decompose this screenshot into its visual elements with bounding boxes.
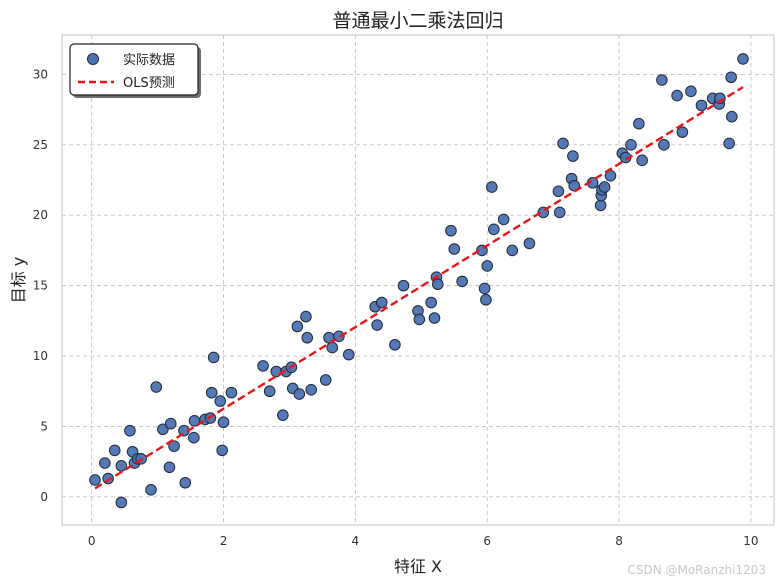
data-point <box>456 275 468 288</box>
data-point <box>397 279 410 292</box>
y-tick-label: 10 <box>33 349 48 363</box>
data-point <box>389 338 401 351</box>
x-tick-label: 0 <box>88 534 96 548</box>
data-point <box>557 137 569 150</box>
grid-lines <box>62 35 774 525</box>
watermark: CSDN @MoRanzhi1203 <box>627 563 766 577</box>
data-point <box>567 150 579 162</box>
data-point <box>671 89 683 102</box>
data-point <box>636 154 648 167</box>
data-point <box>305 384 318 396</box>
data-point <box>205 386 218 399</box>
data-point <box>726 110 738 123</box>
data-point <box>164 417 177 430</box>
data-point <box>481 260 494 272</box>
x-tick-label: 2 <box>220 534 228 548</box>
regression-line-group <box>94 86 744 490</box>
data-point <box>598 181 611 193</box>
axes-frame <box>61 34 775 526</box>
data-point <box>225 386 238 399</box>
y-axis-label: 目标 y <box>9 257 28 304</box>
data-point <box>99 457 111 469</box>
data-point <box>301 331 314 344</box>
data-point <box>723 137 735 150</box>
data-point <box>188 431 200 444</box>
legend-label-actual: 实际数据 <box>123 53 175 68</box>
data-point <box>656 74 668 86</box>
data-point <box>497 213 510 226</box>
data-point <box>293 388 306 400</box>
data-point <box>676 126 689 138</box>
data-point <box>737 53 749 65</box>
x-axis-label: 特征 X <box>394 557 442 576</box>
data-point <box>425 296 437 309</box>
data-point <box>291 320 304 333</box>
data-point <box>168 440 180 452</box>
data-point <box>150 381 163 393</box>
data-point <box>448 243 461 255</box>
data-point <box>207 351 220 364</box>
y-tick-label: 20 <box>33 208 48 222</box>
data-point <box>506 244 519 257</box>
plot-border <box>61 34 775 526</box>
data-point <box>445 224 457 237</box>
y-axis-ticks: 0 5 10 15 20 25 30 <box>33 67 48 503</box>
data-point <box>214 395 227 407</box>
data-point <box>486 181 498 193</box>
data-point <box>115 460 128 472</box>
data-point <box>488 223 500 236</box>
data-point <box>217 416 230 429</box>
chart-title: 普通最小二乘法回归 <box>332 10 503 32</box>
data-point <box>375 296 388 309</box>
data-point <box>108 444 121 457</box>
data-point <box>633 117 645 130</box>
y-tick-label: 25 <box>33 138 48 152</box>
y-tick-label: 15 <box>33 279 48 293</box>
data-point <box>413 313 426 326</box>
data-point <box>257 360 269 372</box>
x-tick-label: 6 <box>483 534 491 548</box>
legend-marker-actual <box>87 53 99 65</box>
data-point <box>594 199 607 212</box>
data-point <box>179 476 192 489</box>
data-point <box>480 293 492 306</box>
data-point <box>300 310 312 323</box>
data-point <box>326 341 339 354</box>
data-point <box>277 409 289 421</box>
data-point <box>216 444 228 457</box>
data-point <box>431 278 444 291</box>
data-point <box>553 206 566 219</box>
data-point <box>163 461 176 474</box>
y-tick-label: 30 <box>33 67 48 81</box>
data-point <box>552 185 565 198</box>
data-point <box>342 348 355 361</box>
y-tick-label: 0 <box>40 490 48 504</box>
data-point <box>371 319 383 331</box>
data-point <box>263 385 276 398</box>
data-points <box>89 53 749 509</box>
data-point <box>478 282 491 295</box>
data-point <box>658 139 670 151</box>
data-point <box>319 374 332 386</box>
legend: 实际数据 OLS预测 <box>69 43 201 98</box>
data-point <box>523 237 536 250</box>
data-point <box>124 424 136 437</box>
data-point <box>145 483 157 496</box>
ols-regression-line <box>94 86 744 490</box>
x-tick-label: 10 <box>743 534 758 548</box>
data-point <box>157 423 169 436</box>
x-tick-label: 8 <box>615 534 623 548</box>
data-point <box>725 71 737 84</box>
legend-label-ols: OLS预测 <box>123 76 175 91</box>
data-point <box>428 312 441 324</box>
data-point <box>115 496 128 509</box>
data-point <box>695 99 708 112</box>
x-tick-label: 4 <box>352 534 360 548</box>
x-axis-ticks: 0 2 4 6 8 10 <box>88 534 759 548</box>
data-point <box>685 85 697 98</box>
data-point <box>625 139 637 151</box>
y-tick-label: 5 <box>40 419 48 433</box>
data-point <box>89 474 101 486</box>
